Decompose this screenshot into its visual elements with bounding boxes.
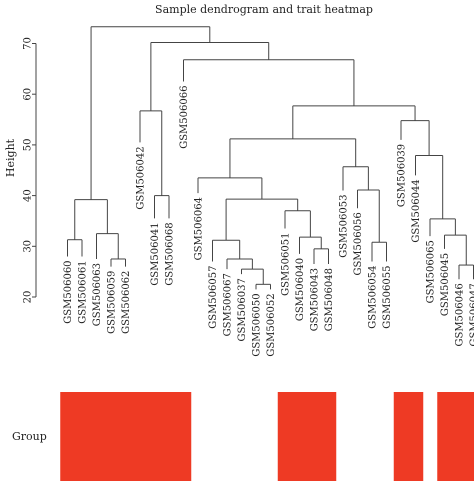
leaf-label: GSM506043: [310, 268, 321, 331]
heatmap-cell: [408, 392, 424, 481]
y-tick-label: 20: [23, 291, 34, 304]
heatmap-cell: [466, 392, 474, 481]
heatmap-cell: [147, 392, 163, 481]
leaf-label: GSM506045: [440, 253, 451, 316]
leaf-label: GSM506042: [136, 146, 147, 209]
heatmap-cell: [393, 392, 409, 481]
y-tick-label: 60: [23, 88, 34, 101]
leaf-label: GSM506041: [150, 222, 161, 285]
leaf-label: GSM506037: [237, 278, 248, 341]
leaf-label: GSM506048: [324, 268, 335, 331]
y-tick-label: 40: [23, 189, 34, 202]
chart-title: Sample dendrogram and trait heatmap: [155, 3, 373, 16]
trait-label: Group: [12, 430, 47, 443]
leaf-label: GSM506060: [63, 260, 74, 323]
leaf-label: GSM506054: [368, 266, 379, 329]
leaf-label: GSM506052: [266, 293, 277, 356]
y-axis: 20 30 40 50 60 70: [23, 37, 37, 303]
leaf-label: GSM506053: [339, 195, 350, 258]
heatmap-cell: [176, 392, 192, 481]
y-tick-label: 70: [23, 37, 34, 50]
leaf-label: GSM506059: [107, 271, 118, 334]
heatmap-cell: [451, 392, 467, 481]
dendrogram-branches: [67, 26, 474, 290]
heatmap-cell: [103, 392, 119, 481]
leaf-label: GSM506062: [121, 271, 132, 334]
heatmap-cell: [292, 392, 308, 481]
heatmap-cell: [118, 392, 134, 481]
leaf-labels: GSM506060 GSM506061 GSM506063 GSM506059 GSM5…: [63, 86, 474, 357]
leaf-label: GSM506050: [252, 293, 263, 356]
heatmap-cell: [132, 392, 148, 481]
heatmap-cell: [306, 392, 322, 481]
leaf-label: GSM506044: [411, 179, 422, 242]
leaf-label: GSM506068: [165, 222, 176, 285]
y-tick-label: 30: [23, 240, 34, 253]
heatmap-cell: [437, 392, 453, 481]
leaf-label: GSM506064: [194, 197, 205, 260]
leaf-label: GSM506066: [179, 86, 190, 149]
heatmap-cell: [277, 392, 293, 481]
y-tick-label: 50: [23, 139, 34, 152]
leaf-label: GSM506067: [223, 273, 234, 336]
leaf-label: GSM506063: [92, 263, 103, 326]
heatmap-cell: [89, 392, 105, 481]
heatmap-cell: [74, 392, 90, 481]
leaf-label: GSM506046: [455, 283, 466, 346]
leaf-label: GSM506040: [295, 258, 306, 321]
leaf-label: GSM506065: [426, 240, 437, 303]
leaf-label: GSM506051: [281, 233, 292, 296]
heatmap-cell: [161, 392, 177, 481]
heatmap-cell: [60, 392, 76, 481]
y-axis-label: Height: [4, 138, 17, 177]
leaf-label: GSM506047: [469, 283, 474, 346]
leaf-label: GSM506055: [382, 266, 393, 329]
trait-heatmap: [60, 392, 474, 481]
heatmap-cell: [321, 392, 337, 481]
leaf-label: GSM506061: [78, 260, 89, 323]
leaf-label: GSM506039: [397, 144, 408, 207]
leaf-label: GSM506057: [208, 266, 219, 329]
leaf-label: GSM506056: [353, 212, 364, 275]
